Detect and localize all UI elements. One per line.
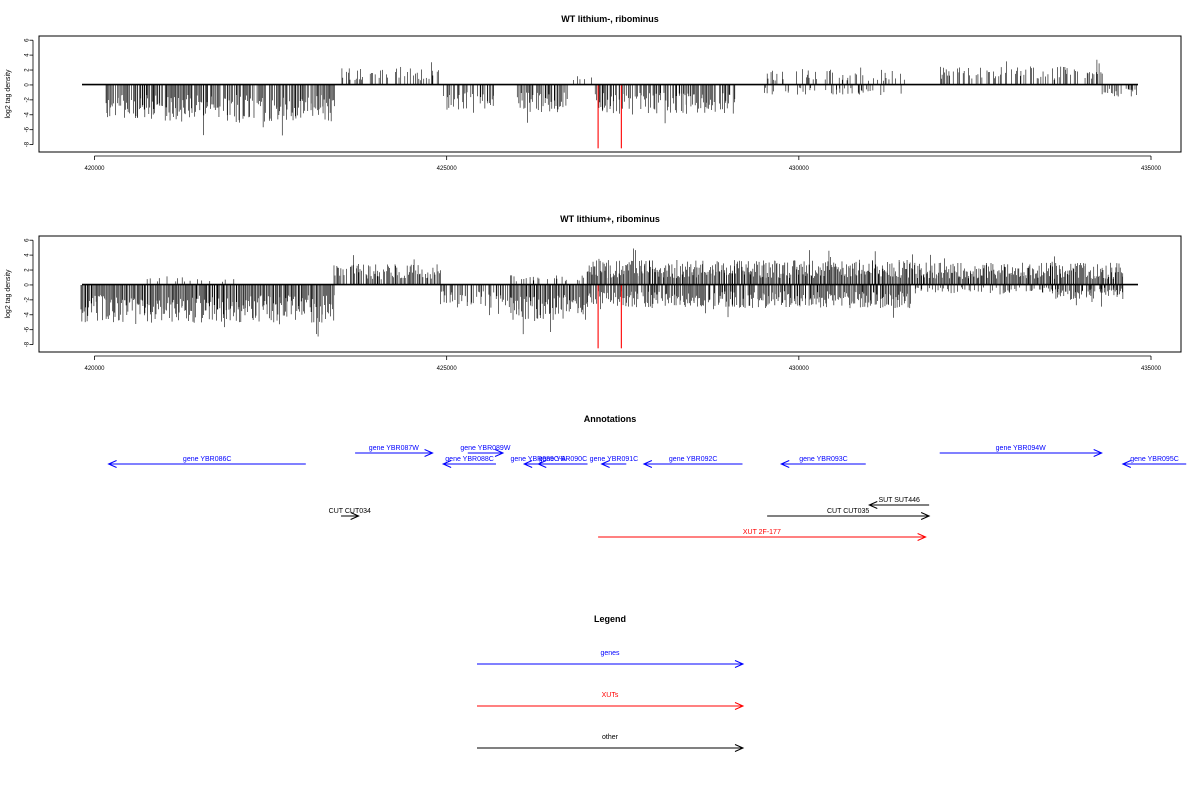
legend-arrow xyxy=(477,660,745,668)
feature-label: gene YBR095C xyxy=(1130,456,1179,463)
feature-label: CUT CUT035 xyxy=(827,508,869,515)
feature-label: gene YBR086C xyxy=(183,456,232,463)
panel1-y-axis: 6 4 2 0 -2 -4 -6 -8 xyxy=(25,38,34,147)
y-tick-label: 2 xyxy=(25,68,31,72)
y-tick-label: -8 xyxy=(25,141,31,147)
x-tick-label: 430000 xyxy=(789,166,810,172)
y-tick-label: 4 xyxy=(25,253,31,257)
panel2-y-axis: 6 4 2 0 -2 -4 -6 -8 xyxy=(25,238,34,347)
annotation-features: gene YBR086C gene YBR087W gene YBR088C gene… xyxy=(107,445,1187,541)
y-tick-label: 2 xyxy=(25,268,31,272)
feature-arrow xyxy=(107,460,306,468)
feature-arrow xyxy=(779,460,866,468)
x-tick-label: 420000 xyxy=(84,166,105,172)
panel2-frame xyxy=(38,235,1182,353)
feature-arrow xyxy=(600,460,627,468)
feature-arrow xyxy=(341,512,360,520)
panel2-title: WT lithium+, ribominus xyxy=(560,214,660,224)
feature-label: gene YBR093C xyxy=(799,456,848,463)
y-tick-label: -4 xyxy=(25,311,31,317)
feature-arrow xyxy=(868,501,930,509)
feature-arrow xyxy=(467,449,505,457)
panel1-title: WT lithium-, ribominus xyxy=(561,14,659,24)
panel1-x-axis: 420000 425000 430000 435000 xyxy=(84,155,1162,172)
legend-title: Legend xyxy=(594,614,626,624)
feature-arrow xyxy=(441,460,496,468)
x-tick-label: 420000 xyxy=(84,366,105,372)
y-tick-label: 6 xyxy=(25,238,31,242)
feature-arrow xyxy=(767,512,931,520)
feature-label: XUT 2F-177 xyxy=(743,529,781,536)
feature-label: gene YBR092C xyxy=(669,456,718,463)
feature-label: gene YBR089C-A xyxy=(510,456,566,463)
feature-label: gene YBR091C xyxy=(590,456,639,463)
feature-arrow xyxy=(355,449,434,457)
x-tick-label: 435000 xyxy=(1141,166,1162,172)
y-tick-label: 0 xyxy=(25,83,31,87)
feature-arrow xyxy=(598,533,927,541)
y-tick-label: 0 xyxy=(25,283,31,287)
feature-label: gene YBR094W xyxy=(996,445,1046,452)
y-tick-label: -8 xyxy=(25,341,31,347)
feature-label: gene YBR087W xyxy=(369,445,419,452)
feature-arrow xyxy=(536,460,588,468)
feature-label: SUT SUT446 xyxy=(878,497,920,504)
feature-label: CUT CUT034 xyxy=(329,508,371,515)
annotations-title: Annotations xyxy=(584,414,637,424)
feature-label: gene YBR089W xyxy=(460,445,510,452)
y-tick-label: 4 xyxy=(25,53,31,57)
panel-lithium-plus: WT lithium+, ribominus log2 tag density … xyxy=(5,214,1182,372)
legend-label: other xyxy=(602,734,619,741)
legend-items: genes XUTs other xyxy=(477,650,745,752)
y-tick-label: -4 xyxy=(25,111,31,117)
panel1-signal-bars xyxy=(105,59,1137,149)
feature-arrow xyxy=(939,449,1103,457)
legend-arrow xyxy=(477,702,745,710)
x-tick-label: 435000 xyxy=(1141,366,1162,372)
y-tick-label: -2 xyxy=(25,97,31,103)
feature-arrow xyxy=(642,460,743,468)
panel1-frame xyxy=(38,35,1182,153)
panel2-ylabel: log2 tag density xyxy=(5,269,12,319)
panel1-ylabel: log2 tag density xyxy=(5,69,12,119)
feature-arrow xyxy=(1121,460,1187,468)
feature-label: gene YBR088C xyxy=(445,456,494,463)
y-tick-label: -6 xyxy=(25,326,31,332)
y-tick-label: -6 xyxy=(25,126,31,132)
legend-label: genes xyxy=(600,650,620,657)
x-tick-label: 425000 xyxy=(437,166,458,172)
y-tick-label: 6 xyxy=(25,38,31,42)
feature-label: gene YBR090C xyxy=(539,456,588,463)
x-tick-label: 425000 xyxy=(437,366,458,372)
panel2-x-axis: 420000 425000 430000 435000 xyxy=(84,355,1162,372)
x-tick-label: 430000 xyxy=(789,366,810,372)
legend: Legend genes XUTs other xyxy=(477,614,745,752)
legend-arrow xyxy=(477,744,745,752)
panel-lithium-minus: WT lithium-, ribominus log2 tag density … xyxy=(5,14,1182,172)
panel2-signal-bars xyxy=(80,248,1124,349)
legend-label: XUTs xyxy=(602,692,619,699)
y-tick-label: -2 xyxy=(25,297,31,303)
